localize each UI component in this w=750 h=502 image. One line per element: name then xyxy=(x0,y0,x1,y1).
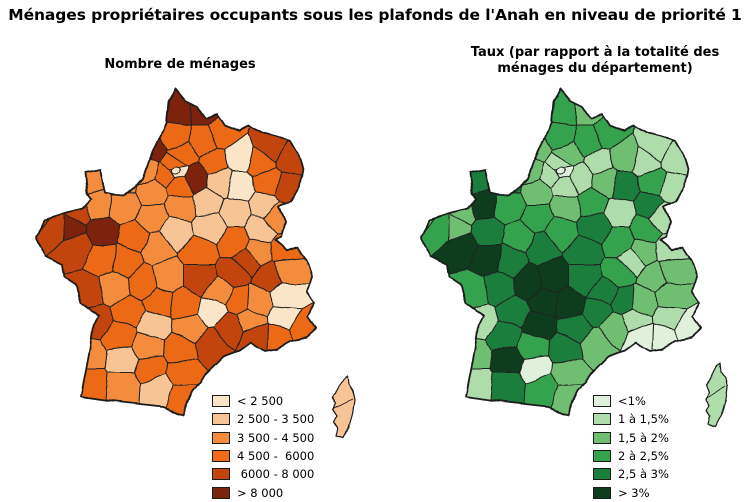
legend-label: > 3% xyxy=(618,485,650,500)
legend-swatch xyxy=(593,431,611,444)
department-moselle xyxy=(633,89,701,163)
map-title-nombre-text: Nombre de ménages xyxy=(104,57,256,72)
department-calvados xyxy=(36,89,133,178)
department-bas-rhin xyxy=(275,89,316,189)
department-finistere xyxy=(421,97,440,292)
department-moselle xyxy=(248,89,316,163)
department-orne xyxy=(103,169,138,197)
legend-nombre: < 2 500 2 500 - 3 500 3 500 - 4 500 4 50… xyxy=(212,392,352,502)
legend-label: 6000 - 8 000 xyxy=(237,467,315,482)
legend-item: 3 500 - 4 500 xyxy=(212,429,352,447)
legend-item: < 2 500 xyxy=(212,392,352,410)
france-outline xyxy=(35,88,317,416)
legend-item: 1 à 1,5% xyxy=(593,410,733,428)
department-calvados xyxy=(421,89,518,178)
france-choropleth-nombre xyxy=(35,88,355,439)
department-haute-savoie xyxy=(654,219,701,262)
legend-swatch xyxy=(593,468,611,481)
paris-region xyxy=(171,166,181,176)
france-choropleth-taux xyxy=(420,88,728,427)
department-seine-maritime xyxy=(484,89,553,163)
legend-swatch xyxy=(593,486,611,499)
legend-label: 4 500 - 6000 xyxy=(237,449,315,464)
legend-item: 2 500 - 3 500 xyxy=(212,410,352,428)
legend-swatch xyxy=(212,395,230,408)
france-outline xyxy=(420,88,702,416)
department-pyrenees-atlantiques xyxy=(36,368,109,415)
legend-label: 2,5 à 3% xyxy=(618,467,669,482)
department-gironde xyxy=(421,303,499,341)
map-title-nombre: Nombre de ménages xyxy=(30,57,330,73)
paris-region xyxy=(556,166,566,176)
department-nord xyxy=(566,89,674,126)
department-doubs xyxy=(263,201,316,235)
corsica-divider xyxy=(332,398,353,410)
department-savoie xyxy=(657,251,701,284)
legend-item: > 8 000 xyxy=(212,483,352,501)
legend-swatch xyxy=(212,431,230,444)
legend-swatch xyxy=(212,413,230,426)
department-haut-rhin xyxy=(274,171,316,222)
main-title: Ménages propriétaires occupants sous les… xyxy=(8,6,742,24)
department-seine-maritime xyxy=(99,89,168,163)
legend-item: 6000 - 8 000 xyxy=(212,465,352,483)
legend-swatch xyxy=(212,468,230,481)
legend-label: < 2 500 xyxy=(237,394,284,409)
map-title-taux-line2: ménages du département) xyxy=(497,61,693,76)
legend-item: <1% xyxy=(593,392,733,410)
legend-item: > 3% xyxy=(593,483,733,501)
department-bas-rhin xyxy=(660,89,701,189)
corsica-divider xyxy=(705,386,726,398)
department-savoie xyxy=(272,251,316,284)
legend-swatch xyxy=(212,486,230,499)
map-title-taux-line1: Taux (par rapport à la totalité des xyxy=(470,45,720,60)
legend-label: 2 500 - 3 500 xyxy=(237,412,315,427)
legend-label: > 8 000 xyxy=(237,485,284,500)
department-pyrenees-atlantiques xyxy=(421,368,494,415)
department-finistere xyxy=(36,97,55,292)
legend-label: 3 500 - 4 500 xyxy=(237,430,315,445)
department-haut-rhin xyxy=(659,171,701,222)
corsica xyxy=(705,362,728,427)
legend-label: 2 à 2,5% xyxy=(618,449,669,464)
legend-item: 2,5 à 3% xyxy=(593,465,733,483)
map-title-taux: Taux (par rapport à la totalité des ména… xyxy=(445,45,745,77)
legend-swatch xyxy=(212,450,230,463)
department-ariege xyxy=(135,372,174,415)
department-ariege xyxy=(520,372,559,415)
legend-label: 1 à 1,5% xyxy=(618,412,669,427)
department-orne xyxy=(488,169,523,197)
department-manche xyxy=(421,89,491,196)
corsica xyxy=(332,374,355,439)
department-cotes-d-armor xyxy=(36,89,79,215)
legend-taux: <1% 1 à 1,5% 1,5 à 2% 2 à 2,5% 2,5 à 3% … xyxy=(593,392,733,502)
legend-swatch xyxy=(593,395,611,408)
department-pas-de-calais xyxy=(60,89,193,127)
department-manche xyxy=(36,89,106,196)
department-haute-savoie xyxy=(269,219,316,262)
department-nord xyxy=(181,89,289,126)
legend-item: 1,5 à 2% xyxy=(593,429,733,447)
legend-swatch xyxy=(593,413,611,426)
department-pas-de-calais xyxy=(445,89,578,127)
department-gironde xyxy=(36,303,114,341)
department-cotes-d-armor xyxy=(421,89,464,215)
legend-label: 1,5 à 2% xyxy=(618,430,669,445)
legend-item: 2 à 2,5% xyxy=(593,447,733,465)
legend-swatch xyxy=(593,450,611,463)
legend-item: 4 500 - 6000 xyxy=(212,447,352,465)
department-doubs xyxy=(648,201,701,235)
legend-label: <1% xyxy=(618,394,646,409)
